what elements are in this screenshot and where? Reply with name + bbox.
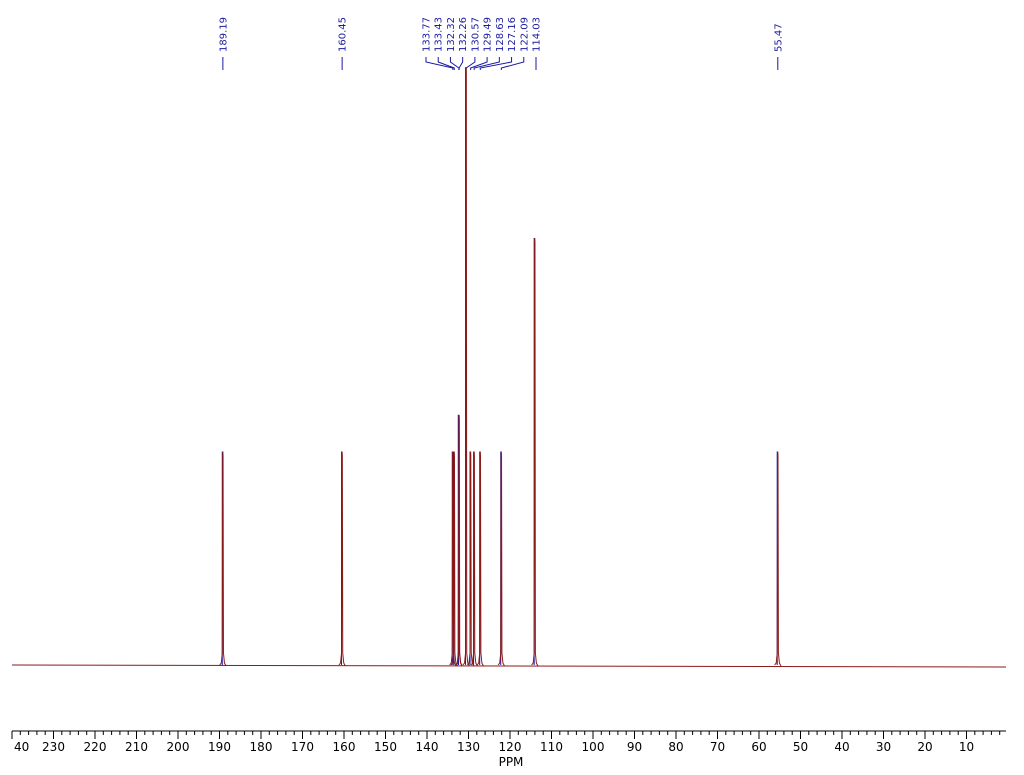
peak-leader-3 bbox=[437, 57, 455, 70]
tick-label-190: 190 bbox=[208, 740, 231, 754]
peak-label-5: 132.26 bbox=[458, 17, 469, 52]
tick-label-90: 90 bbox=[627, 740, 642, 754]
peak-6 bbox=[462, 67, 470, 667]
tick-label-100: 100 bbox=[582, 740, 605, 754]
peak-label-10: 122.09 bbox=[519, 17, 530, 52]
tick-label-110: 110 bbox=[540, 740, 563, 754]
peak-label-8: 128.63 bbox=[495, 17, 506, 52]
tick-label-20: 20 bbox=[917, 740, 932, 754]
tick-label-60: 60 bbox=[751, 740, 766, 754]
peak-label-3: 133.43 bbox=[434, 17, 445, 52]
trace-layer bbox=[11, 67, 1007, 668]
tick-label-200: 200 bbox=[167, 740, 190, 754]
peak-0 bbox=[219, 451, 227, 667]
tick-label-80: 80 bbox=[668, 740, 683, 754]
peak-leader-10 bbox=[500, 57, 525, 70]
peak-leader-5 bbox=[458, 57, 464, 70]
peak-leader-2 bbox=[425, 57, 454, 70]
peak-7 bbox=[467, 451, 475, 667]
peak-label-1: 160.45 bbox=[338, 17, 349, 52]
peak-leader-8 bbox=[473, 57, 500, 70]
tick-label-160: 160 bbox=[333, 740, 356, 754]
peak-5 bbox=[455, 414, 463, 667]
x-axis: 40 230 220 210 200 190 180 170 160 150 140 130 120 11… bbox=[11, 730, 1006, 754]
tick-label-210: 210 bbox=[125, 740, 148, 754]
peak-9 bbox=[476, 451, 484, 667]
tick-label-120: 120 bbox=[499, 740, 522, 754]
peak-label-9: 127.16 bbox=[507, 17, 518, 52]
peak-label-layer: 189.19 160.45 133.77 133.43 132.32 132.26 130.… bbox=[218, 17, 784, 70]
tick-label-10: 10 bbox=[959, 740, 974, 754]
peak-label-0: 189.19 bbox=[218, 17, 229, 52]
peak-1 bbox=[338, 451, 346, 667]
tick-label-40: 40 bbox=[834, 740, 849, 754]
tick-label-130: 130 bbox=[457, 740, 480, 754]
tick-label-70: 70 bbox=[710, 740, 725, 754]
tick-label-30: 30 bbox=[876, 740, 891, 754]
peak-11 bbox=[531, 237, 539, 667]
peak-leader-7 bbox=[470, 57, 488, 70]
x-axis-title: PPM bbox=[499, 755, 524, 769]
tick-label-230: 230 bbox=[42, 740, 65, 754]
peak-label-12: 55.47 bbox=[773, 23, 784, 52]
tick-label-140: 140 bbox=[416, 740, 439, 754]
tick-label-50: 50 bbox=[793, 740, 808, 754]
peak-leader-9 bbox=[479, 57, 513, 70]
tick-label-220: 220 bbox=[84, 740, 107, 754]
peak-12 bbox=[774, 451, 782, 667]
tick-label-240: 40 bbox=[14, 740, 29, 754]
baseline-trace bbox=[11, 664, 1007, 668]
peak-8 bbox=[470, 451, 478, 667]
peak-label-6: 130.57 bbox=[470, 17, 481, 52]
tick-label-150: 150 bbox=[374, 740, 397, 754]
peak-label-7: 129.49 bbox=[483, 17, 494, 52]
peak-label-2: 133.77 bbox=[422, 17, 433, 52]
tick-label-170: 170 bbox=[291, 740, 314, 754]
tick-label-180: 180 bbox=[250, 740, 273, 754]
peak-3 bbox=[450, 451, 458, 667]
peak-label-11: 114.03 bbox=[532, 17, 543, 52]
peak-label-4: 132.32 bbox=[446, 17, 457, 52]
peak-10 bbox=[497, 451, 505, 667]
